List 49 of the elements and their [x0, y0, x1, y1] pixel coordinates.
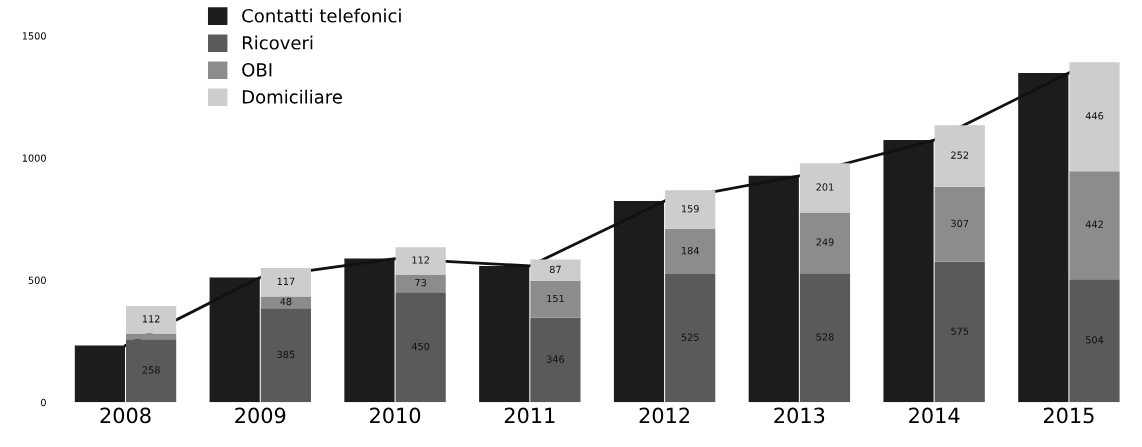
data-label: 201 — [816, 183, 834, 191]
legend-label: Domiciliare — [242, 89, 342, 104]
x-tick-label: 2010 — [370, 407, 421, 424]
x-tick-label: 2011 — [504, 407, 555, 424]
data-label: 442 — [1085, 220, 1103, 228]
bar — [799, 212, 851, 274]
data-label: 48 — [280, 297, 292, 306]
x-tick-label: 2009 — [235, 407, 286, 424]
bar — [530, 280, 581, 318]
data-label: 346 — [546, 355, 565, 363]
bar — [934, 125, 985, 187]
data-label: 528 — [816, 333, 834, 341]
data-label: 184 — [681, 247, 699, 255]
x-tick-label: 2008 — [100, 407, 151, 424]
legend-label: Ricoveri — [242, 35, 313, 50]
data-label: 307 — [951, 219, 969, 228]
data-label: 73 — [415, 278, 427, 287]
data-label: 117 — [277, 277, 295, 285]
legend-label: OBI — [242, 62, 272, 77]
bar — [934, 186, 985, 262]
data-label: 446 — [1085, 112, 1104, 120]
data-label: 258 — [142, 366, 160, 374]
data-label: 112 — [412, 256, 429, 264]
bar — [799, 163, 851, 213]
data-label: 151 — [547, 294, 564, 303]
x-tick-label: 2013 — [774, 407, 825, 424]
data-label: 87 — [549, 265, 561, 274]
data-label: 450 — [411, 342, 430, 351]
data-label: 504 — [1085, 336, 1104, 344]
data-label: 252 — [951, 151, 969, 159]
bar — [530, 259, 581, 281]
y-tick-label: 0 — [40, 398, 46, 407]
bar — [126, 333, 177, 340]
bar — [1069, 171, 1120, 280]
data-label: 249 — [816, 238, 834, 246]
y-tick-label: 1500 — [22, 32, 46, 40]
y-tick-label: 500 — [28, 276, 46, 284]
data-label: 159 — [681, 205, 699, 213]
data-label: 112 — [142, 315, 160, 323]
legend-label: Contatti telefonici — [242, 8, 401, 23]
x-tick-label: 2014 — [909, 407, 960, 424]
data-label: 575 — [951, 327, 969, 335]
x-tick-label: 2012 — [639, 407, 690, 424]
y-tick-label: 1000 — [22, 154, 46, 162]
x-tick-label: 2015 — [1043, 407, 1094, 424]
bar — [665, 190, 716, 230]
data-label: 525 — [681, 333, 699, 341]
bar — [665, 229, 716, 275]
data-label: 385 — [277, 350, 295, 359]
